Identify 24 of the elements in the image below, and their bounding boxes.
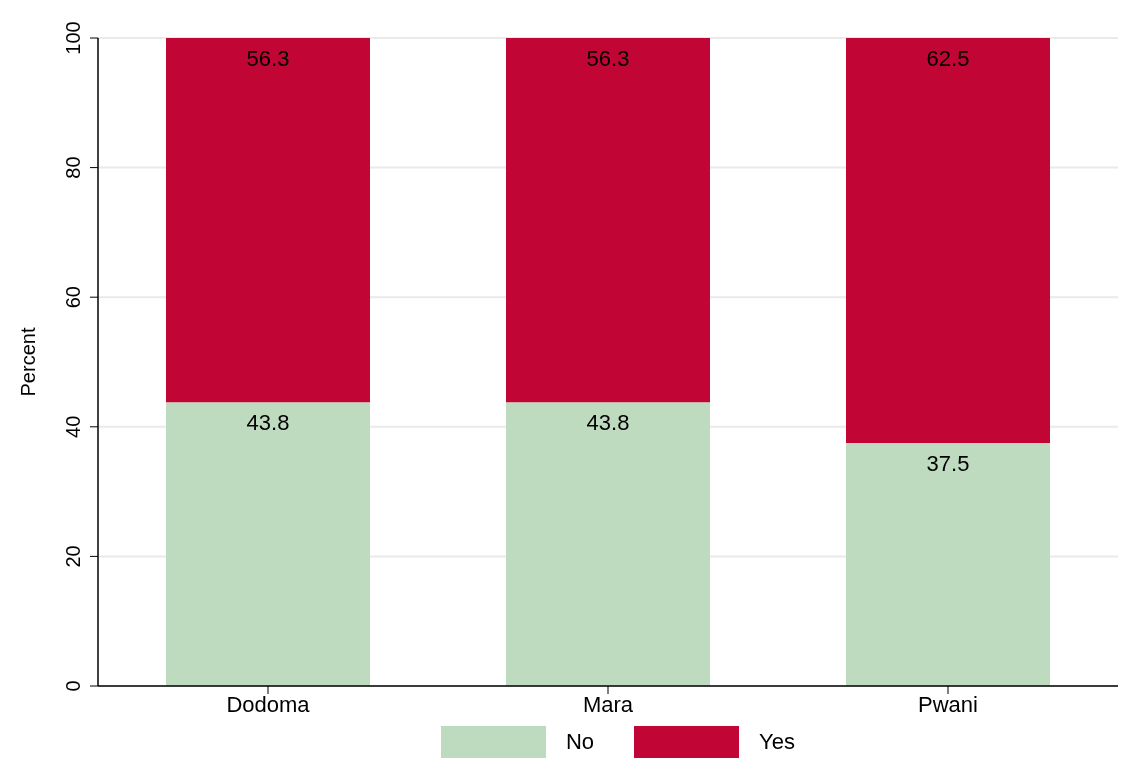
y-tick-label: 0	[62, 680, 84, 692]
data-label: 43.8	[586, 409, 630, 435]
legend-label: Yes	[759, 729, 795, 755]
data-label: 56.3	[586, 45, 630, 71]
y-tick-label: 20	[62, 545, 84, 568]
x-tick-label: Dodoma	[226, 691, 311, 717]
y-tick-label: 80	[62, 156, 84, 179]
data-label: 37.5	[926, 450, 970, 476]
x-tick-label: Mara	[582, 691, 634, 717]
data-label: 43.8	[246, 409, 290, 435]
x-tick-label: Pwani	[918, 691, 978, 717]
data-label: 56.3	[246, 45, 290, 71]
y-tick-label: 100	[62, 21, 84, 55]
bar	[846, 443, 1050, 686]
y-axis-title: Percent	[17, 327, 40, 397]
bar	[166, 402, 370, 686]
y-tick-label: 60	[62, 286, 84, 309]
bar	[846, 38, 1050, 443]
bar	[506, 402, 710, 686]
y-tick-label: 40	[62, 415, 84, 438]
legend-label: No	[565, 729, 595, 755]
bar	[166, 38, 370, 403]
bar	[506, 38, 710, 403]
data-label: 62.5	[926, 45, 970, 71]
